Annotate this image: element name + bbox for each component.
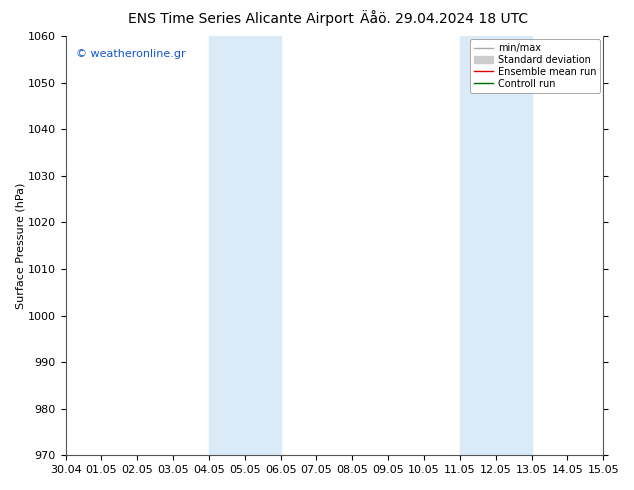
Bar: [460, 36, 531, 455]
Bar: [209, 36, 281, 455]
Text: © weatheronline.gr: © weatheronline.gr: [76, 49, 186, 59]
Legend: min/max, Standard deviation, Ensemble mean run, Controll run: min/max, Standard deviation, Ensemble me…: [470, 39, 600, 93]
Text: ENS Time Series Alicante Airport: ENS Time Series Alicante Airport: [128, 12, 354, 26]
Text: Äåö. 29.04.2024 18 UTC: Äåö. 29.04.2024 18 UTC: [359, 12, 528, 26]
Y-axis label: Surface Pressure (hPa): Surface Pressure (hPa): [15, 183, 25, 309]
